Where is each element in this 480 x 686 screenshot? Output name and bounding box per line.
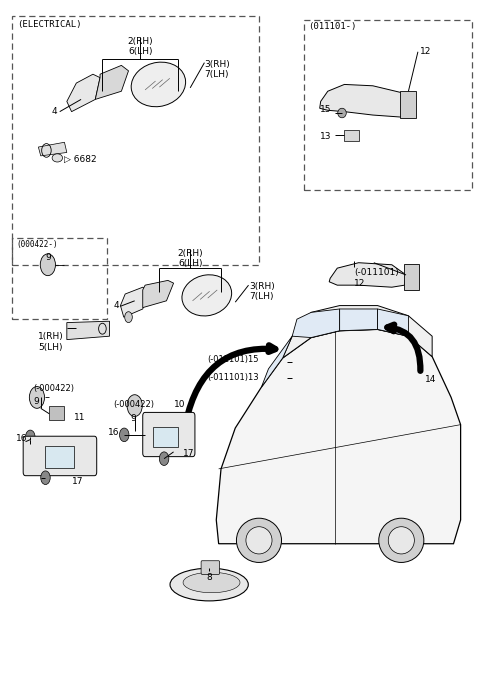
Circle shape bbox=[127, 394, 142, 416]
Polygon shape bbox=[67, 74, 100, 112]
Polygon shape bbox=[340, 309, 378, 331]
FancyBboxPatch shape bbox=[45, 446, 74, 468]
Ellipse shape bbox=[413, 359, 427, 379]
Text: 11: 11 bbox=[74, 414, 85, 423]
Polygon shape bbox=[261, 336, 292, 387]
Ellipse shape bbox=[237, 518, 281, 563]
Text: 15: 15 bbox=[320, 105, 332, 114]
Text: (-011101)
12: (-011101) 12 bbox=[354, 268, 398, 287]
Ellipse shape bbox=[52, 154, 62, 162]
Ellipse shape bbox=[170, 568, 248, 601]
Text: 10: 10 bbox=[174, 400, 185, 409]
Text: 2(RH)
6(LH): 2(RH) 6(LH) bbox=[128, 37, 153, 56]
Circle shape bbox=[25, 430, 35, 444]
Ellipse shape bbox=[246, 527, 272, 554]
Text: (-011101)13: (-011101)13 bbox=[207, 372, 258, 381]
Polygon shape bbox=[329, 263, 406, 287]
Polygon shape bbox=[283, 305, 432, 358]
Text: (011101-): (011101-) bbox=[308, 22, 356, 31]
Text: 9: 9 bbox=[131, 414, 136, 423]
Ellipse shape bbox=[182, 275, 232, 316]
FancyBboxPatch shape bbox=[201, 560, 219, 574]
Polygon shape bbox=[96, 65, 129, 99]
Ellipse shape bbox=[288, 357, 296, 367]
FancyArrowPatch shape bbox=[387, 324, 420, 371]
Ellipse shape bbox=[379, 518, 424, 563]
Polygon shape bbox=[120, 287, 149, 317]
Ellipse shape bbox=[338, 108, 346, 118]
Text: (000422-): (000422-) bbox=[16, 240, 58, 249]
FancyBboxPatch shape bbox=[153, 427, 178, 447]
Circle shape bbox=[40, 254, 56, 276]
FancyBboxPatch shape bbox=[143, 412, 195, 457]
Text: 3(RH)
7(LH): 3(RH) 7(LH) bbox=[204, 60, 230, 80]
Text: (-000422): (-000422) bbox=[113, 400, 154, 409]
Circle shape bbox=[41, 471, 50, 484]
Text: (-011101)15: (-011101)15 bbox=[207, 355, 258, 364]
Text: 9: 9 bbox=[34, 397, 39, 406]
Polygon shape bbox=[143, 281, 174, 307]
Polygon shape bbox=[292, 309, 340, 338]
Text: 17: 17 bbox=[183, 449, 194, 458]
Polygon shape bbox=[320, 84, 411, 117]
Circle shape bbox=[159, 452, 169, 466]
Polygon shape bbox=[378, 309, 408, 336]
Ellipse shape bbox=[131, 62, 186, 107]
Circle shape bbox=[125, 311, 132, 322]
FancyBboxPatch shape bbox=[49, 406, 64, 420]
Text: 4: 4 bbox=[52, 107, 57, 116]
Polygon shape bbox=[67, 321, 109, 340]
Text: 13: 13 bbox=[320, 132, 332, 141]
Text: 1(RH)
5(LH): 1(RH) 5(LH) bbox=[38, 332, 64, 351]
FancyBboxPatch shape bbox=[400, 91, 416, 119]
Circle shape bbox=[29, 386, 45, 408]
Text: 16: 16 bbox=[16, 434, 27, 442]
Text: 14: 14 bbox=[425, 375, 436, 384]
Text: 8: 8 bbox=[206, 573, 212, 582]
Polygon shape bbox=[216, 329, 461, 544]
Polygon shape bbox=[38, 142, 67, 156]
Text: ▷ 6682: ▷ 6682 bbox=[64, 155, 97, 164]
Ellipse shape bbox=[388, 527, 414, 554]
Text: 16: 16 bbox=[108, 428, 119, 437]
Text: 17: 17 bbox=[72, 477, 83, 486]
Text: 2(RH)
6(LH): 2(RH) 6(LH) bbox=[178, 249, 203, 268]
Text: (-000422): (-000422) bbox=[34, 384, 74, 393]
Circle shape bbox=[120, 428, 129, 442]
FancyArrowPatch shape bbox=[186, 345, 276, 422]
Text: 4: 4 bbox=[113, 301, 119, 310]
FancyBboxPatch shape bbox=[404, 264, 420, 290]
Ellipse shape bbox=[183, 572, 240, 593]
Text: (ELECTRICAL): (ELECTRICAL) bbox=[17, 21, 82, 29]
Text: 12: 12 bbox=[420, 47, 432, 56]
FancyBboxPatch shape bbox=[292, 372, 308, 383]
FancyBboxPatch shape bbox=[344, 130, 359, 141]
FancyBboxPatch shape bbox=[23, 436, 96, 475]
Text: 3(RH)
7(LH): 3(RH) 7(LH) bbox=[250, 282, 275, 301]
Text: 9: 9 bbox=[45, 252, 51, 261]
